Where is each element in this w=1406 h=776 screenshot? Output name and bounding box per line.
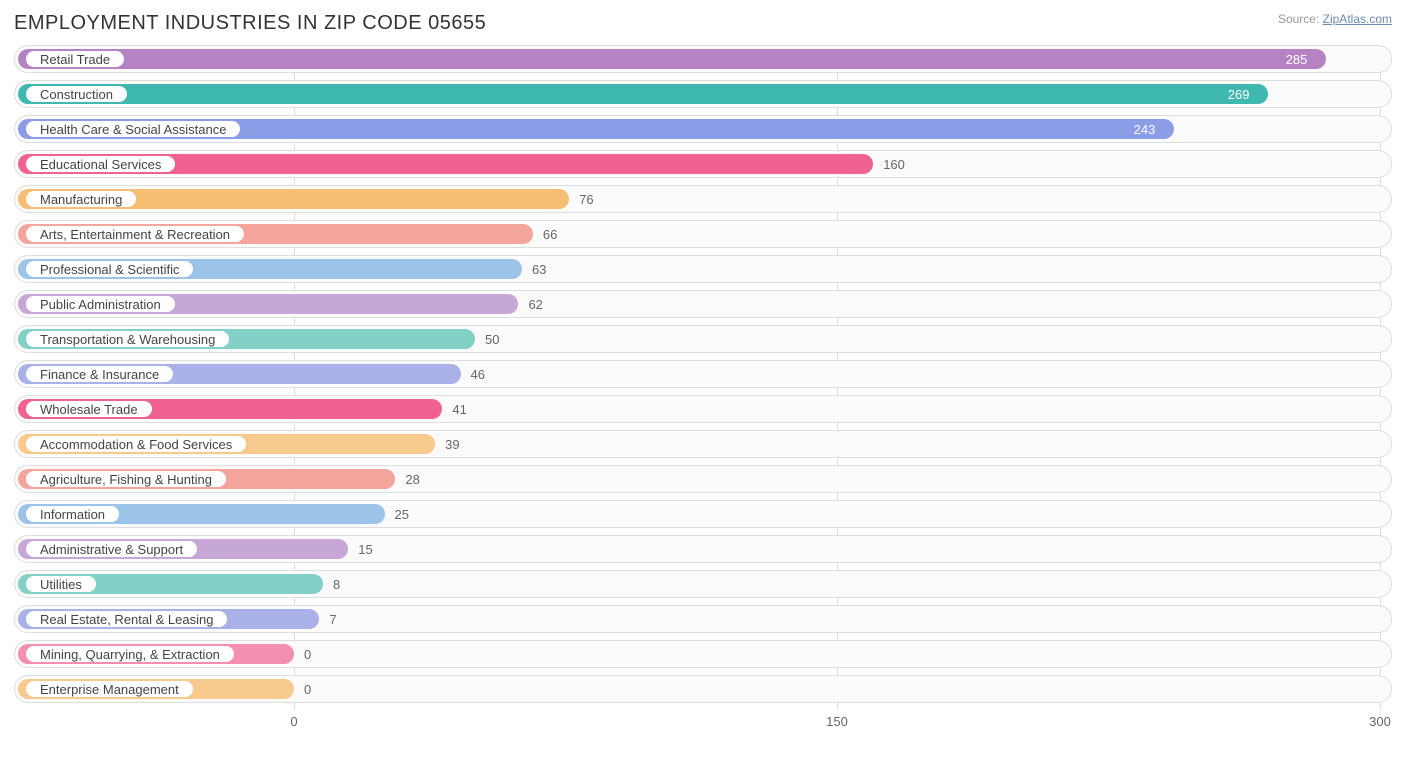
bar-label: Professional & Scientific [24,259,195,279]
bar-label: Agriculture, Fishing & Hunting [24,469,228,489]
source-attribution: Source: ZipAtlas.com [1278,12,1392,26]
bar-row: Agriculture, Fishing & Hunting 28 [14,465,1392,493]
bar-row: Public Administration 62 [14,290,1392,318]
bar-row: Real Estate, Rental & Leasing 7 [14,605,1392,633]
bar-row: Wholesale Trade 41 [14,395,1392,423]
bar-value: 39 [445,430,459,458]
bar-row: Retail Trade 285 [14,45,1392,73]
bar-label: Accommodation & Food Services [24,434,248,454]
bar-label: Manufacturing [24,189,138,209]
bar-label: Administrative & Support [24,539,199,559]
bars-wrap: Retail Trade 285 Construction 269 Health Car… [14,45,1392,710]
bar-value: 0 [304,640,311,668]
source-link[interactable]: ZipAtlas.com [1323,12,1392,26]
bar-value: 46 [471,360,485,388]
chart-title: EMPLOYMENT INDUSTRIES IN ZIP CODE 05655 [14,12,486,35]
axis-tick: 0 [290,714,297,729]
bar-value: 160 [883,150,905,178]
bar-value: 7 [329,605,336,633]
bar-row: Utilities 8 [14,570,1392,598]
bar-label: Construction [24,84,129,104]
bar-row: Enterprise Management 0 [14,675,1392,703]
bar-row: Manufacturing 76 [14,185,1392,213]
bar-label: Retail Trade [24,49,126,69]
bar-row: Health Care & Social Assistance 243 [14,115,1392,143]
bar-row: Construction 269 [14,80,1392,108]
bar-value: 76 [579,185,593,213]
bar-value: 41 [452,395,466,423]
bar-value: 269 [1228,80,1250,108]
bar-label: Transportation & Warehousing [24,329,231,349]
bar-value: 285 [1286,45,1308,73]
bar-row: Accommodation & Food Services 39 [14,430,1392,458]
bar-label: Information [24,504,121,524]
bar-fill [18,84,1268,104]
bar-value: 50 [485,325,499,353]
x-axis: 0 150 300 [14,712,1392,734]
bar-label: Finance & Insurance [24,364,175,384]
axis-tick: 300 [1369,714,1391,729]
bar-value: 63 [532,255,546,283]
bar-row: Educational Services 160 [14,150,1392,178]
bar-row: Arts, Entertainment & Recreation 66 [14,220,1392,248]
bar-label: Health Care & Social Assistance [24,119,242,139]
bar-fill [18,49,1326,69]
bar-value: 66 [543,220,557,248]
source-label: Source: [1278,12,1323,26]
bar-row: Information 25 [14,500,1392,528]
bar-value: 243 [1134,115,1156,143]
bar-value: 28 [405,465,419,493]
bar-value: 25 [395,500,409,528]
bar-row: Finance & Insurance 46 [14,360,1392,388]
bar-label: Educational Services [24,154,177,174]
bar-label: Real Estate, Rental & Leasing [24,609,229,629]
bar-row: Mining, Quarrying, & Extraction 0 [14,640,1392,668]
axis-tick: 150 [826,714,848,729]
bar-value: 0 [304,675,311,703]
bar-row: Administrative & Support 15 [14,535,1392,563]
header: EMPLOYMENT INDUSTRIES IN ZIP CODE 05655 … [14,12,1392,35]
bar-label: Public Administration [24,294,177,314]
chart-area: Retail Trade 285 Construction 269 Health Car… [14,45,1392,734]
bar-value: 62 [528,290,542,318]
bar-label: Enterprise Management [24,679,195,699]
bar-value: 8 [333,570,340,598]
chart-container: EMPLOYMENT INDUSTRIES IN ZIP CODE 05655 … [0,0,1406,742]
bar-row: Professional & Scientific 63 [14,255,1392,283]
bar-row: Transportation & Warehousing 50 [14,325,1392,353]
bar-label: Wholesale Trade [24,399,154,419]
bar-value: 15 [358,535,372,563]
bar-label: Utilities [24,574,98,594]
bar-label: Mining, Quarrying, & Extraction [24,644,236,664]
bar-label: Arts, Entertainment & Recreation [24,224,246,244]
